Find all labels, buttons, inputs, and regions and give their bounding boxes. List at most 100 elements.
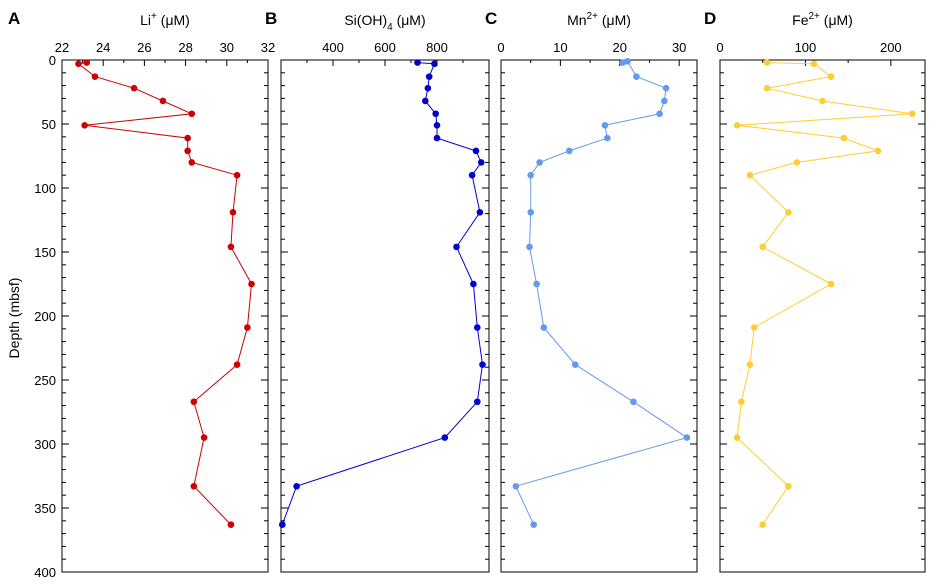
data-point xyxy=(472,147,480,155)
data-point xyxy=(425,73,433,80)
panel-frame xyxy=(280,59,490,573)
data-point xyxy=(432,110,440,118)
title-unit: (μM) xyxy=(598,12,631,28)
data-point xyxy=(470,280,477,288)
data-point xyxy=(414,59,421,66)
data-point xyxy=(530,521,537,528)
data-point xyxy=(630,398,637,406)
data-point xyxy=(474,398,481,406)
y-tick-label: 400 xyxy=(34,565,56,580)
data-point xyxy=(827,280,835,288)
data-point xyxy=(571,361,579,368)
data-point xyxy=(908,110,916,118)
data-point xyxy=(190,482,198,490)
panel-letter: D xyxy=(704,9,716,28)
data-line xyxy=(77,62,253,525)
data-point xyxy=(827,73,835,80)
data-point xyxy=(83,59,91,66)
data-point xyxy=(633,73,640,80)
data-point xyxy=(759,243,767,251)
data-point xyxy=(840,134,848,142)
x-axis-title: Fe2+ (μM) xyxy=(792,11,853,28)
data-point xyxy=(533,280,540,288)
data-point xyxy=(785,482,792,490)
data-point xyxy=(527,171,534,179)
y-axis-label: Depth (mbsf) xyxy=(6,278,22,359)
x-axis-title: Si(OH)4 (μM) xyxy=(344,12,425,33)
x-tick-label: 30 xyxy=(672,40,686,55)
data-point xyxy=(604,134,611,142)
data-point xyxy=(75,60,82,68)
x-tick-label: 22 xyxy=(55,40,69,55)
x-tick-label: 30 xyxy=(220,40,234,55)
data-point xyxy=(293,482,300,490)
data-point xyxy=(746,171,754,179)
title-unit: (μM) xyxy=(820,12,853,28)
data-point xyxy=(750,324,758,331)
data-point xyxy=(229,209,237,216)
data-line xyxy=(515,60,689,525)
y-tick-label: 100 xyxy=(34,181,56,196)
data-point xyxy=(526,243,533,251)
data-point xyxy=(244,324,251,331)
title-unit: (μM) xyxy=(157,12,190,28)
data-point xyxy=(601,121,609,129)
data-point xyxy=(759,521,767,528)
x-tick-label: 0 xyxy=(497,40,504,55)
data-point xyxy=(874,147,882,155)
data-point xyxy=(819,97,826,105)
y-tick-label: 200 xyxy=(34,309,56,324)
data-point xyxy=(200,434,208,441)
data-line xyxy=(736,62,913,525)
x-tick-label: 400 xyxy=(322,40,344,55)
x-tick-label: 20 xyxy=(613,40,627,55)
data-point xyxy=(188,159,196,166)
data-point xyxy=(527,209,534,216)
title-main: Si(OH) xyxy=(344,12,387,28)
data-point xyxy=(733,434,741,441)
title-unit: (μM) xyxy=(393,12,426,28)
data-point xyxy=(476,209,484,216)
data-point xyxy=(227,243,235,251)
x-axis-title: Li+ (μM) xyxy=(140,11,190,28)
data-point xyxy=(184,147,191,155)
title-superscript: 2+ xyxy=(587,11,599,22)
data-point xyxy=(184,134,191,142)
panel-c: 0 10 20 30 C Mn2+ (μM) xyxy=(485,9,698,573)
x-tick-label: 26 xyxy=(137,40,151,55)
data-point xyxy=(441,434,449,441)
data-point xyxy=(422,97,429,105)
data-point xyxy=(785,209,792,216)
data-point xyxy=(190,398,198,406)
data-point xyxy=(188,110,196,118)
data-point xyxy=(233,361,241,368)
y-tick-label: 250 xyxy=(34,373,56,388)
panel-d: 0 100 200 D Fe2+ (μM) xyxy=(704,9,926,573)
x-tick-label: 100 xyxy=(795,40,817,55)
y-tick-label: 50 xyxy=(42,117,56,132)
x-tick-label: 800 xyxy=(426,40,448,55)
x-tick-label: 28 xyxy=(178,40,192,55)
data-point xyxy=(512,482,520,490)
data-point xyxy=(468,171,476,179)
data-point xyxy=(474,324,481,331)
data-point xyxy=(683,434,691,441)
data-point xyxy=(91,73,99,80)
data-point xyxy=(810,60,818,68)
y-tick-label: 0 xyxy=(49,53,56,68)
data-point xyxy=(433,134,441,142)
data-point xyxy=(624,57,631,65)
panel-letter: A xyxy=(8,9,20,28)
data-point xyxy=(431,60,438,68)
data-point xyxy=(159,97,167,105)
x-tick-label: 10 xyxy=(553,40,567,55)
data-point xyxy=(130,84,138,92)
title-superscript: + xyxy=(151,11,157,22)
panel-letter: C xyxy=(485,9,497,28)
title-superscript: 2+ xyxy=(808,11,820,22)
panel-frame xyxy=(500,59,698,573)
x-tick-label: 24 xyxy=(96,40,110,55)
data-point xyxy=(279,521,286,528)
data-point xyxy=(477,159,485,166)
data-point xyxy=(763,59,771,66)
